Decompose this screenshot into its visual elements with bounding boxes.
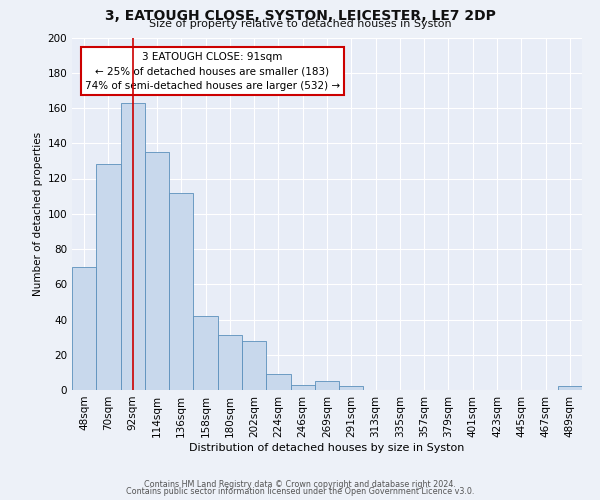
Y-axis label: Number of detached properties: Number of detached properties — [33, 132, 43, 296]
Bar — [339, 386, 364, 390]
X-axis label: Distribution of detached houses by size in Syston: Distribution of detached houses by size … — [190, 442, 464, 452]
Text: 3, EATOUGH CLOSE, SYSTON, LEICESTER, LE7 2DP: 3, EATOUGH CLOSE, SYSTON, LEICESTER, LE7… — [104, 9, 496, 23]
Text: Size of property relative to detached houses in Syston: Size of property relative to detached ho… — [149, 19, 451, 29]
Bar — [218, 336, 242, 390]
Bar — [145, 152, 169, 390]
Bar — [96, 164, 121, 390]
Bar — [266, 374, 290, 390]
Bar — [290, 384, 315, 390]
Bar — [169, 192, 193, 390]
Text: Contains HM Land Registry data © Crown copyright and database right 2024.: Contains HM Land Registry data © Crown c… — [144, 480, 456, 489]
Bar — [558, 386, 582, 390]
Text: 3 EATOUGH CLOSE: 91sqm
← 25% of detached houses are smaller (183)
74% of semi-de: 3 EATOUGH CLOSE: 91sqm ← 25% of detached… — [85, 52, 340, 91]
Bar — [72, 266, 96, 390]
Bar — [315, 381, 339, 390]
Bar — [242, 340, 266, 390]
Text: Contains public sector information licensed under the Open Government Licence v3: Contains public sector information licen… — [126, 487, 474, 496]
Bar — [193, 316, 218, 390]
Bar — [121, 102, 145, 390]
